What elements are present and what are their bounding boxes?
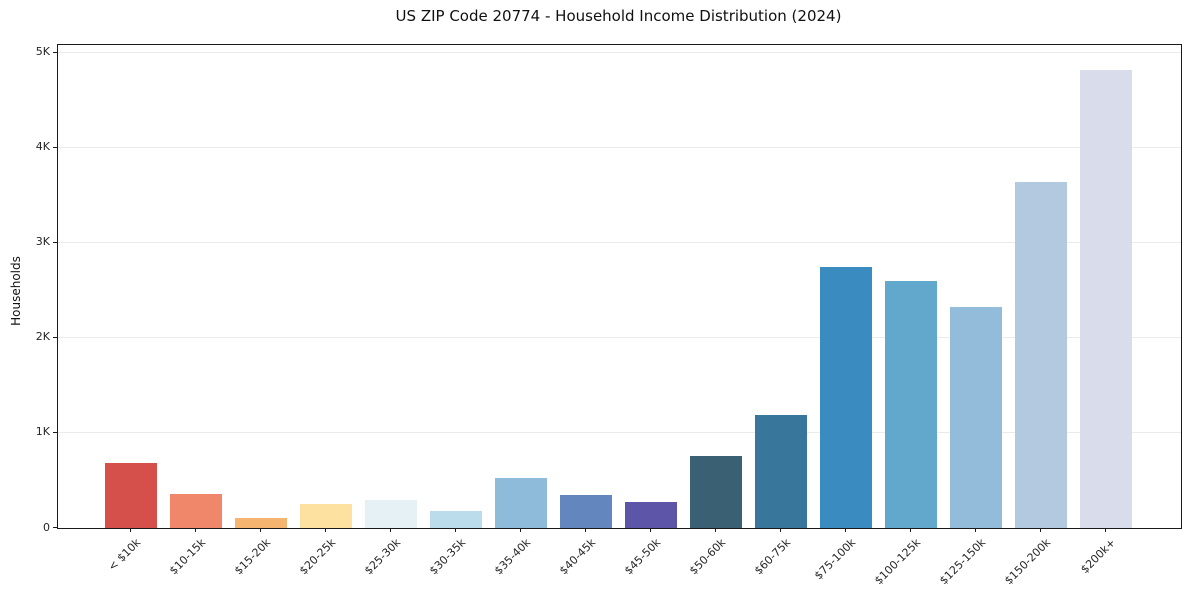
bar-50-60k <box>690 455 742 528</box>
x-tick-label-5: $25-30k <box>361 536 404 578</box>
bar-10-15k <box>170 493 222 528</box>
x-tick-mark <box>1040 528 1041 532</box>
gridline-4K <box>58 147 1181 149</box>
bar-40-45k <box>560 495 612 528</box>
y-tick-mark <box>53 51 57 53</box>
x-tick-mark <box>130 528 131 532</box>
x-tick-label-4: $20-25k <box>296 536 339 578</box>
x-tick-label-3: $15-20k <box>231 536 274 578</box>
y-tick-label-2K: 2K <box>35 330 50 344</box>
bar-60-75k <box>755 414 807 528</box>
bar-45-50k <box>625 501 677 528</box>
gridline-5K <box>58 52 1181 54</box>
x-tick-label-13: $100-125k <box>872 536 924 588</box>
bar-20-25k <box>300 503 352 528</box>
bar-15-20k <box>235 517 287 528</box>
gridline-2K <box>58 337 1181 339</box>
y-tick-mark <box>53 527 57 528</box>
x-tick-mark <box>715 528 716 532</box>
bar-10k <box>105 462 157 528</box>
x-tick-mark <box>780 528 781 532</box>
x-tick-mark <box>455 528 456 532</box>
gridline-3K <box>58 242 1181 244</box>
bar-75-100k <box>820 267 872 528</box>
x-tick-label-16: $200k+ <box>1078 536 1119 577</box>
x-tick-label-1: < $10k <box>105 536 144 574</box>
x-tick-mark <box>1105 528 1106 532</box>
x-tick-label-14: $125-150k <box>937 536 989 588</box>
y-tick-mark <box>53 146 57 148</box>
bar-30-35k <box>430 510 482 528</box>
x-tick-mark <box>390 528 391 532</box>
y-tick-mark <box>53 431 57 433</box>
y-tick-label-1K: 1K <box>35 425 50 439</box>
x-tick-label-10: $50-60k <box>686 536 729 578</box>
x-tick-label-15: $150-200k <box>1002 536 1054 588</box>
bar-25-30k <box>365 499 417 528</box>
bar-100-125k <box>885 280 937 528</box>
x-tick-mark <box>260 528 261 532</box>
x-tick-mark <box>845 528 846 532</box>
y-tick-label-3K: 3K <box>35 235 50 249</box>
x-tick-label-11: $60-75k <box>751 536 794 578</box>
y-tick-mark <box>53 336 57 338</box>
y-tick-label-0: 0 <box>43 520 50 534</box>
x-tick-label-6: $30-35k <box>426 536 469 578</box>
y-tick-label-5K: 5K <box>35 45 50 59</box>
gridline-1K <box>58 432 1181 434</box>
x-tick-mark <box>650 528 651 532</box>
x-tick-label-7: $35-40k <box>491 536 534 578</box>
x-tick-label-8: $40-45k <box>556 536 599 578</box>
chart-title: US ZIP Code 20774 - Household Income Dis… <box>395 7 842 25</box>
bar-150-200k <box>1015 181 1067 528</box>
bar-35-40k <box>495 477 547 528</box>
plot-area <box>57 44 1182 529</box>
y-tick-label-4K: 4K <box>35 140 50 154</box>
x-tick-mark <box>195 528 196 532</box>
x-tick-label-12: $75-100k <box>811 536 859 583</box>
x-tick-label-9: $45-50k <box>621 536 664 578</box>
x-tick-mark <box>325 528 326 532</box>
bar-125-150k <box>950 307 1002 528</box>
bar-200k <box>1080 69 1132 528</box>
x-tick-mark <box>910 528 911 532</box>
x-tick-mark <box>520 528 521 532</box>
x-tick-label-2: $10-15k <box>166 536 209 578</box>
x-tick-mark <box>975 528 976 532</box>
y-tick-mark <box>53 241 57 243</box>
x-tick-mark <box>585 528 586 532</box>
